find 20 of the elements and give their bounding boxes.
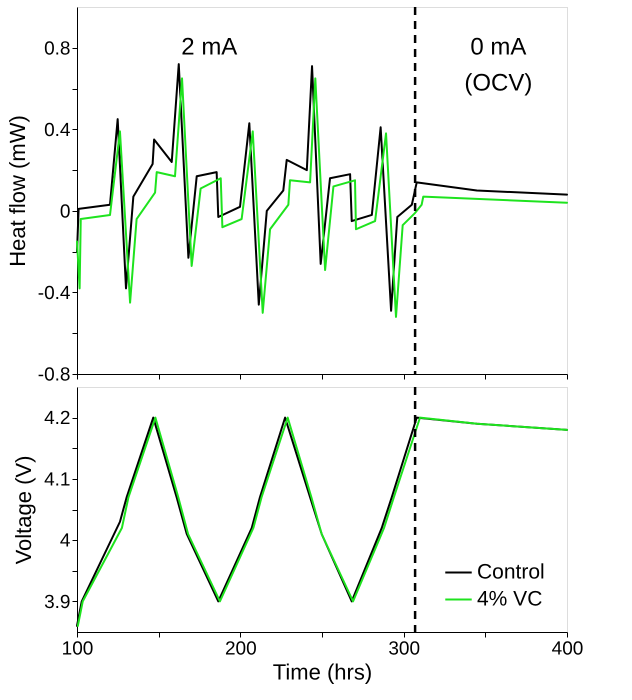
x-tick-label: 100 — [62, 638, 94, 660]
y-tick-label: 0.4 — [44, 120, 71, 141]
legend-label: 4% VC — [477, 588, 542, 610]
x-axis-title: Time (hrs) — [272, 660, 372, 684]
y-tick-label: -0.8 — [38, 364, 70, 386]
y-axis-title: Heat flow (mW) — [4, 115, 30, 267]
y-axis-title: Voltage (V) — [11, 456, 36, 564]
x-tick-label: 300 — [388, 638, 420, 660]
y-tick-label: 3.9 — [44, 592, 70, 613]
x-tick-label: 200 — [224, 638, 257, 660]
x-tick-label: 400 — [552, 638, 584, 660]
legend-label: Control — [477, 560, 545, 584]
y-tick-label: -0.4 — [38, 282, 71, 304]
y-tick-label: 4.1 — [44, 469, 70, 490]
annotation: 2 mA — [181, 33, 238, 60]
y-tick-label: 0.8 — [44, 38, 70, 60]
y-tick-label: 4.2 — [44, 408, 70, 430]
y-tick-label: 4 — [60, 530, 71, 552]
y-tick-label: 0 — [60, 201, 70, 222]
annotation: 0 mA (OCV) — [464, 33, 532, 96]
